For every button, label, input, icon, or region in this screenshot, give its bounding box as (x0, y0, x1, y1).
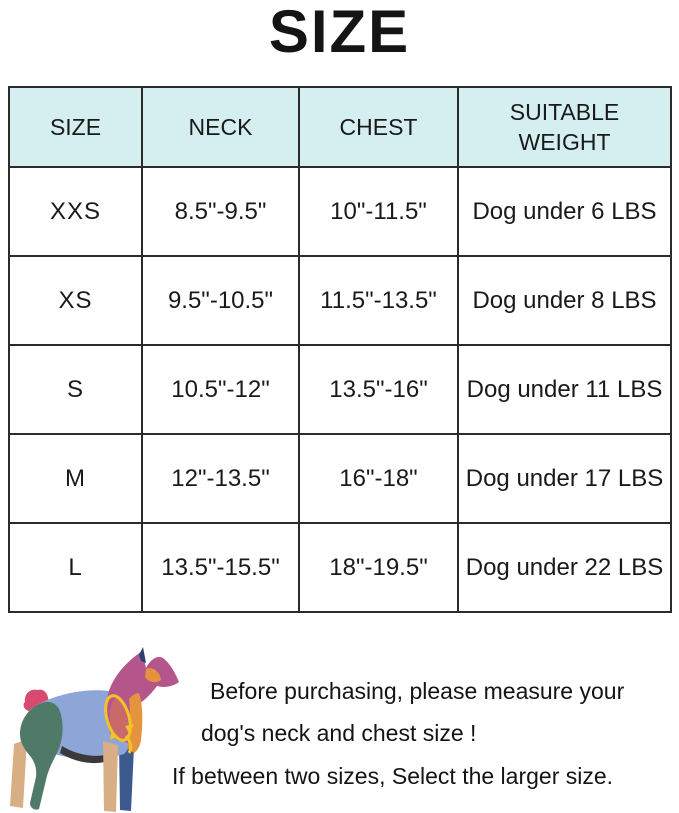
dog-tape-arrow (110, 732, 118, 740)
dog-ear-tip (139, 647, 146, 663)
table-row: S 10.5"-12" 13.5"-16" Dog under 11 LBS (8, 344, 672, 435)
dog-far-hind-leg (10, 739, 27, 808)
dog-head-patch (145, 668, 161, 683)
note-line-3: If between two sizes, Select the larger … (172, 763, 614, 789)
header-weight: SUITABLE WEIGHT (457, 86, 672, 168)
cell-weight: Dog under 17 LBS (457, 433, 672, 524)
cell-chest: 11.5"-13.5" (298, 255, 459, 346)
cell-neck: 12"-13.5" (141, 433, 300, 524)
cell-chest: 16"-18" (298, 433, 459, 524)
cell-size: M (8, 433, 143, 524)
dog-near-front-leg (103, 741, 118, 812)
dog-measurement-illustration-icon (10, 647, 179, 812)
dog-tape-neck-loop (104, 694, 132, 742)
cell-size: XS (8, 255, 143, 346)
cell-chest: 18"-19.5" (298, 522, 459, 613)
table-row: M 12"-13.5" 16"-18" Dog under 17 LBS (8, 433, 672, 524)
dog-hindquarter (20, 701, 63, 810)
header-neck: NECK (141, 86, 300, 168)
note-line-1: Before purchasing, please measure your (210, 678, 625, 704)
page-title: SIZE (268, 0, 411, 65)
dog-neck-stripe (127, 693, 143, 753)
table-row: XXS 8.5"-9.5" 10"-11.5" Dog under 6 LBS (8, 166, 672, 257)
table-header-row: SIZE NECK CHEST SUITABLE WEIGHT (8, 86, 672, 168)
cell-size: XXS (8, 166, 143, 257)
cell-weight: Dog under 22 LBS (457, 522, 672, 613)
header-chest: CHEST (298, 86, 459, 168)
cell-size: S (8, 344, 143, 435)
dog-far-front-leg (119, 744, 134, 811)
cell-size: L (8, 522, 143, 613)
cell-weight: Dog under 6 LBS (457, 166, 672, 257)
header-size: SIZE (8, 86, 143, 168)
cell-chest: 13.5"-16" (298, 344, 459, 435)
note-line-2: dog's neck and chest size ! (201, 720, 477, 746)
cell-neck: 13.5"-15.5" (141, 522, 300, 613)
cell-weight: Dog under 8 LBS (457, 255, 672, 346)
dog-tape-chest-strap (124, 735, 133, 754)
dog-tape-arrow (125, 724, 134, 733)
table-row: L 13.5"-15.5" 18"-19.5" Dog under 22 LBS (8, 522, 672, 613)
cell-neck: 9.5"-10.5" (141, 255, 300, 346)
size-table: SIZE NECK CHEST SUITABLE WEIGHT XXS 8.5"… (8, 86, 672, 613)
cell-weight: Dog under 11 LBS (457, 344, 672, 435)
table-row: XS 9.5"-10.5" 11.5"-13.5" Dog under 8 LB… (8, 255, 672, 346)
cell-neck: 8.5"-9.5" (141, 166, 300, 257)
cell-neck: 10.5"-12" (141, 344, 300, 435)
dog-belly-patch (60, 746, 114, 764)
cell-chest: 10"-11.5" (298, 166, 459, 257)
